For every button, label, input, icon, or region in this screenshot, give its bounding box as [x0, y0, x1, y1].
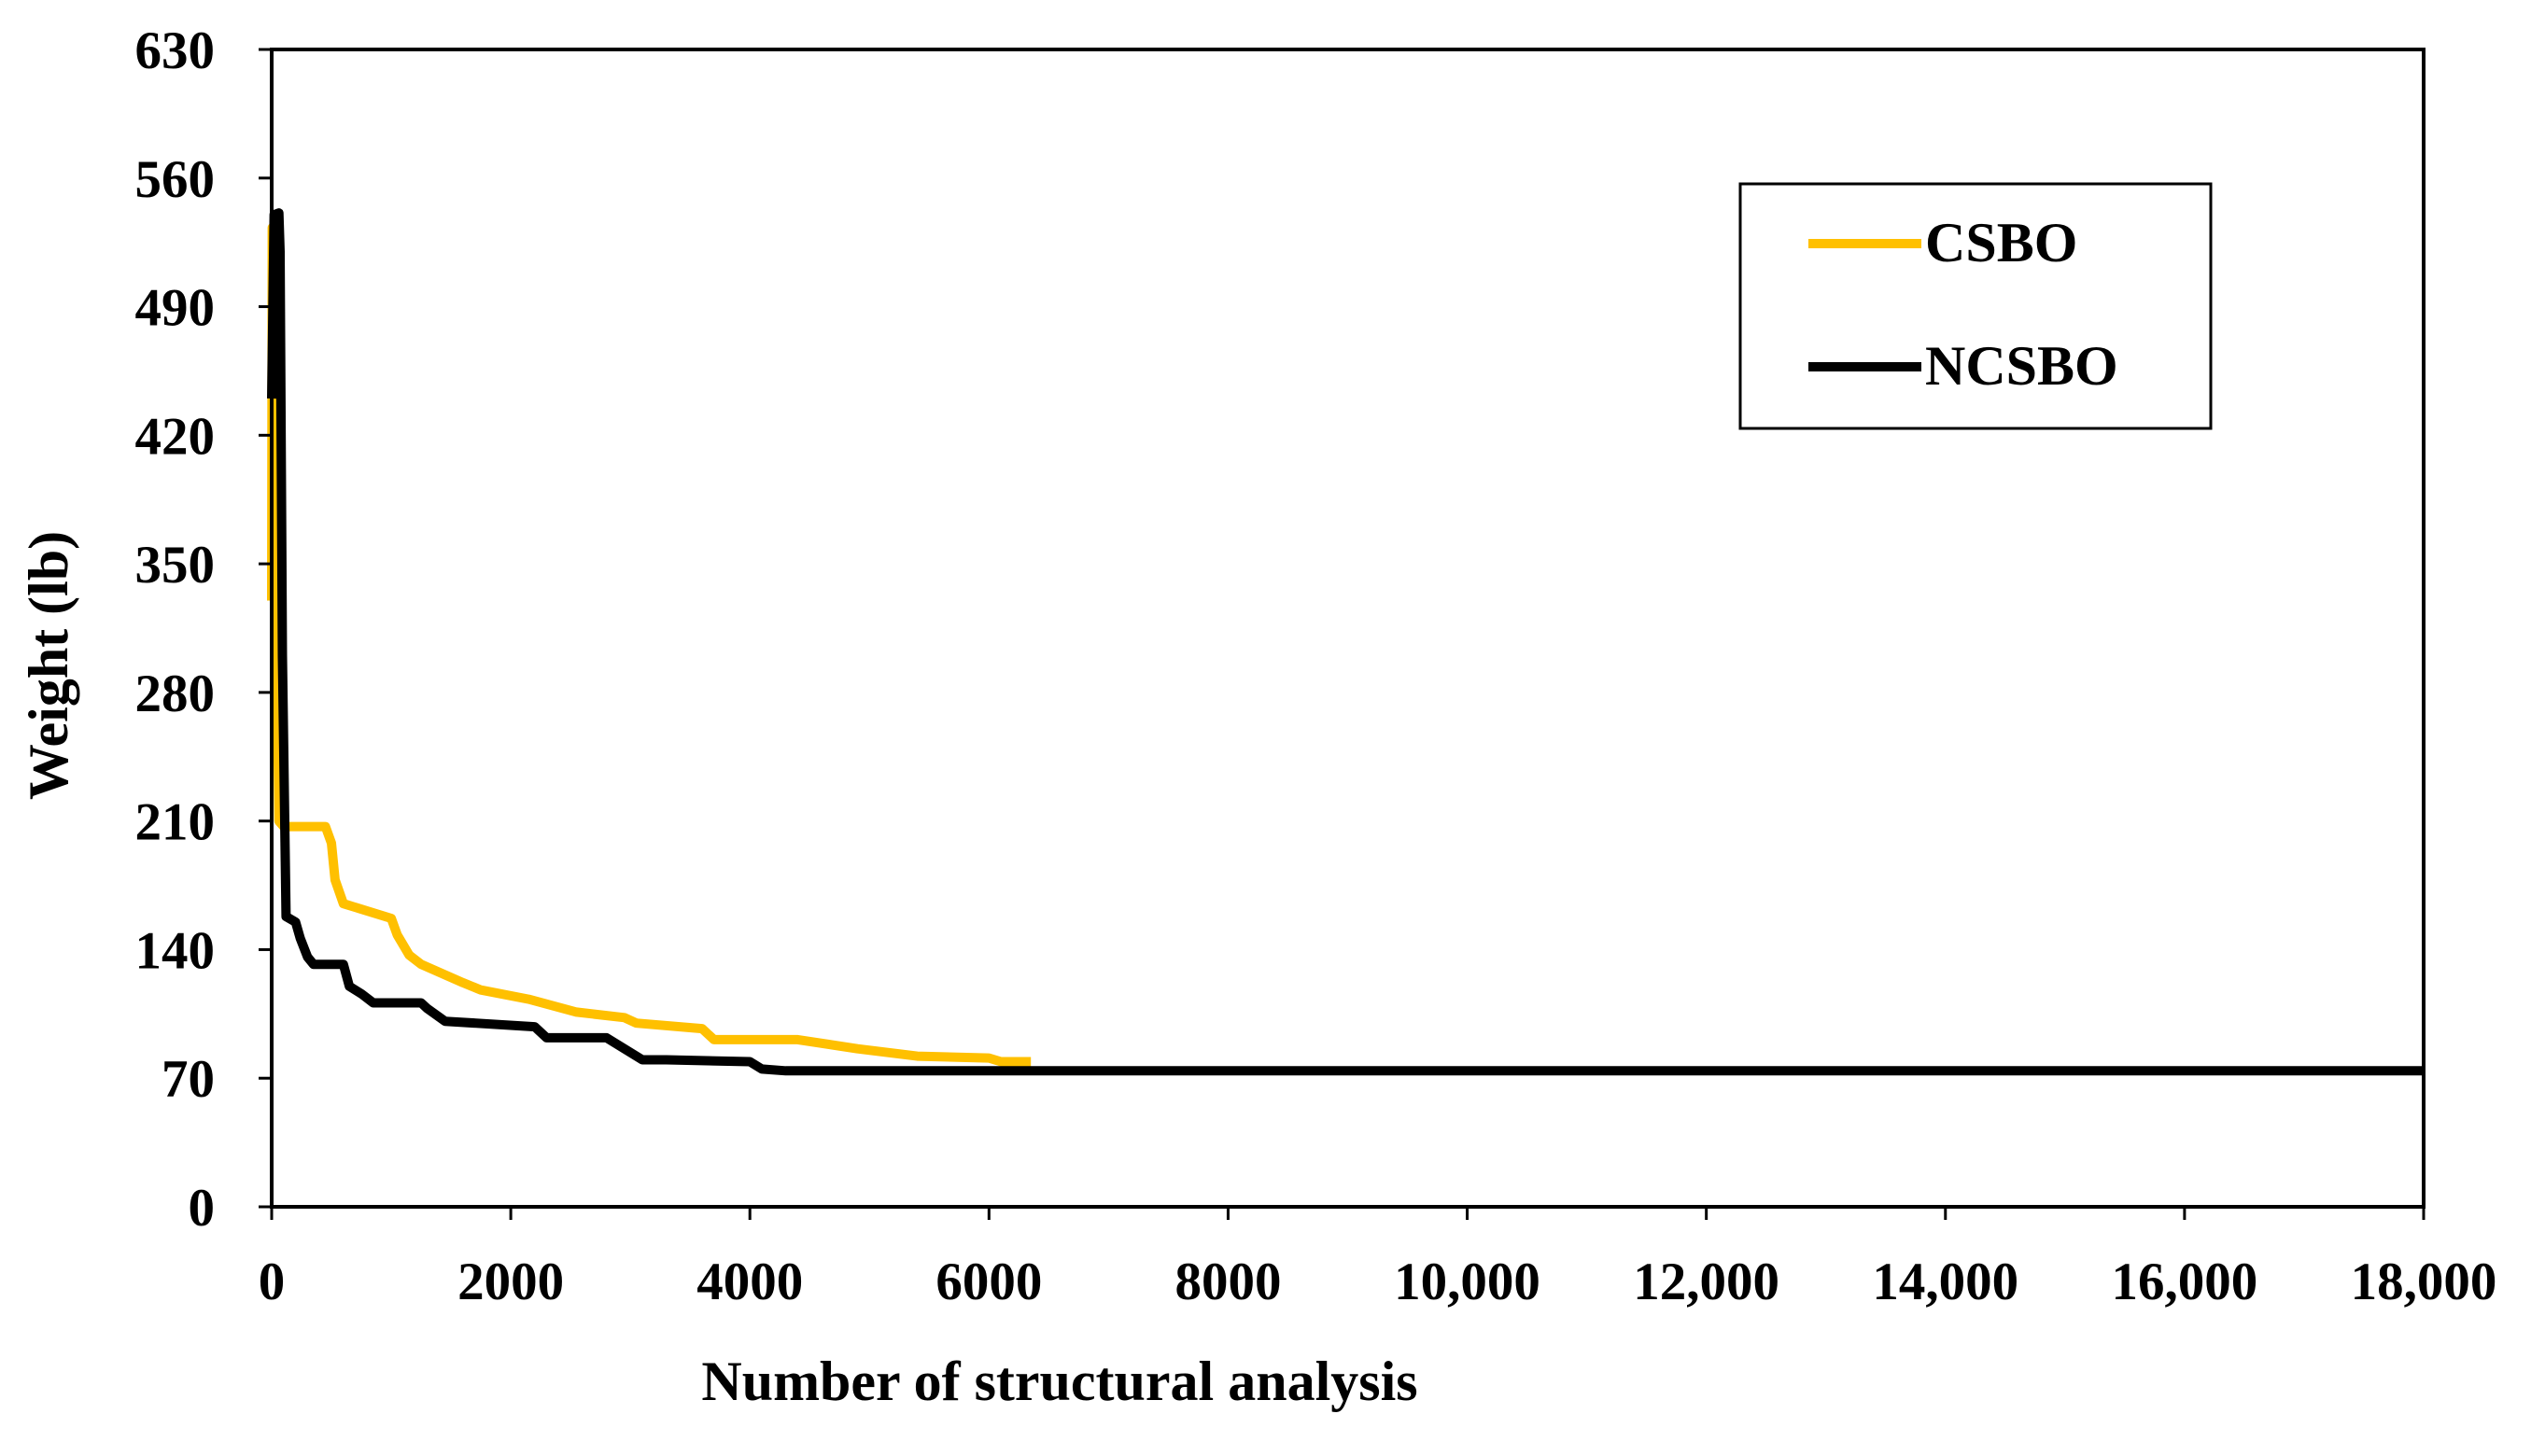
x-axis-title: Number of structural analysis: [701, 1351, 1417, 1412]
y-tick-label: 630: [135, 21, 216, 80]
y-tick-label: 560: [135, 150, 216, 209]
x-tick-label: 8000: [1174, 1253, 1281, 1311]
y-tick-label: 280: [135, 665, 216, 723]
x-tick-label: 18,000: [2351, 1253, 2497, 1311]
legend-box: [1738, 182, 2213, 430]
x-tick-label: 4000: [696, 1253, 803, 1311]
x-tick-label: 0: [259, 1253, 286, 1311]
legend-label-ncsbo: NCSBO: [1925, 335, 2118, 397]
legend: CSBO NCSBO: [1738, 182, 2213, 430]
y-tick-label: 350: [135, 536, 216, 595]
x-tick-label: 10,000: [1394, 1253, 1540, 1311]
x-axis-ticks: 0 2000 4000 6000 8000 10,000 12,000 14,000 16,00…: [259, 1207, 2497, 1311]
x-tick-label: 16,000: [2112, 1253, 2258, 1311]
y-tick-label: 140: [135, 921, 216, 980]
y-tick-label: 210: [135, 793, 216, 852]
y-tick-label: 420: [135, 407, 216, 466]
x-tick-label: 14,000: [1872, 1253, 2018, 1311]
plot-area-frame: [270, 48, 2426, 1209]
x-tick-label: 2000: [457, 1253, 564, 1311]
series-layer: [267, 208, 2424, 1076]
x-tick-label: 6000: [935, 1253, 1042, 1311]
legend-label-csbo: CSBO: [1925, 212, 2077, 273]
y-tick-label: 70: [162, 1050, 215, 1109]
y-tick-label: 0: [189, 1179, 216, 1238]
series-line-csbo: [267, 222, 1032, 1067]
y-axis-title: Weight (lb): [18, 531, 79, 800]
y-axis-ticks: 0 70 140 210 280 350 420 490 560 630: [135, 21, 272, 1238]
y-tick-label: 490: [135, 279, 216, 338]
series-line-ncsbo: [267, 208, 2424, 1076]
x-tick-label: 12,000: [1633, 1253, 1779, 1311]
